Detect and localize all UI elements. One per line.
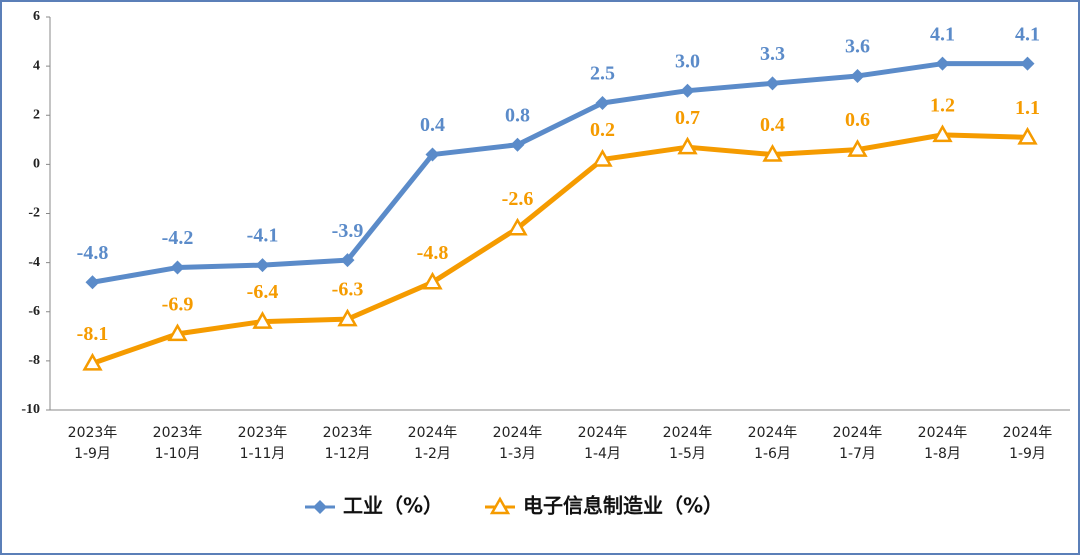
data-point	[255, 258, 270, 273]
x-tick-label: 2024年	[408, 425, 458, 441]
x-tick-label: 1-2月	[414, 446, 451, 462]
data-point	[850, 68, 865, 83]
data-label: 1.1	[1015, 97, 1040, 119]
x-tick-label: 1-7月	[839, 446, 876, 462]
y-tick-label: -6	[28, 304, 40, 319]
y-tick-label: -2	[28, 206, 40, 221]
data-point	[680, 83, 695, 98]
x-tick-label: 2024年	[578, 425, 628, 441]
x-tick-label: 2024年	[833, 425, 883, 441]
data-label: -4.8	[417, 242, 449, 264]
x-tick-label: 2023年	[323, 425, 373, 441]
data-label: 3.3	[760, 43, 785, 65]
data-label: 0.4	[420, 114, 445, 136]
data-point	[1017, 126, 1038, 145]
data-label: 0.6	[845, 109, 870, 131]
x-tick-label: 1-12月	[325, 446, 371, 462]
data-label: 0.2	[590, 119, 615, 141]
data-point	[85, 275, 100, 290]
data-point	[167, 323, 188, 342]
data-label: -6.3	[332, 279, 364, 301]
x-tick-label: 2023年	[153, 425, 203, 441]
data-point	[935, 56, 950, 71]
data-label: -4.1	[247, 225, 279, 247]
x-tick-label: 1-3月	[499, 446, 536, 462]
data-label: -4.2	[162, 227, 194, 249]
y-tick-label: 4	[33, 58, 40, 73]
data-label: -6.9	[162, 293, 194, 315]
x-tick-label: 1-4月	[584, 446, 621, 462]
x-tick-label: 2024年	[918, 425, 968, 441]
data-point	[422, 271, 443, 290]
x-tick-label: 2024年	[748, 425, 798, 441]
x-tick-label: 2024年	[1003, 425, 1053, 441]
data-point	[1020, 56, 1035, 71]
data-point	[170, 260, 185, 275]
y-tick-label: -8	[28, 353, 40, 368]
legend-marker	[489, 496, 511, 515]
x-tick-label: 2024年	[663, 425, 713, 441]
y-tick-label: -4	[28, 255, 40, 270]
legend-label: 电子信息制造业（%）	[523, 494, 723, 518]
data-point	[677, 136, 698, 155]
data-label: -2.6	[502, 188, 534, 210]
y-tick-label: -10	[21, 402, 40, 417]
data-label: -6.4	[247, 281, 279, 303]
data-point	[507, 217, 528, 236]
data-point	[847, 139, 868, 157]
y-tick-label: 2	[33, 107, 40, 122]
data-label: 1.2	[930, 94, 955, 116]
x-tick-label: 1-8月	[924, 446, 961, 462]
data-point	[762, 144, 783, 162]
legend-marker	[313, 500, 327, 514]
data-point	[595, 95, 610, 110]
data-point	[425, 147, 440, 162]
series-line	[92, 61, 1028, 285]
data-label: 0.8	[505, 104, 530, 126]
y-tick-label: 6	[33, 9, 40, 24]
data-point	[592, 148, 613, 167]
data-point	[340, 253, 355, 268]
data-point	[765, 76, 780, 91]
x-tick-label: 1-9月	[74, 446, 111, 462]
data-point	[252, 311, 273, 329]
x-tick-label: 1-9月	[1009, 446, 1046, 462]
data-label: 3.0	[675, 50, 700, 72]
data-label: 4.1	[930, 23, 955, 45]
x-tick-label: 2024年	[493, 425, 543, 441]
data-label: -8.1	[77, 323, 109, 345]
data-point	[932, 124, 953, 143]
data-label: -3.9	[332, 220, 364, 242]
data-point	[82, 352, 103, 371]
data-point	[510, 137, 525, 152]
data-label: -4.8	[77, 242, 109, 264]
x-tick-label: 1-11月	[240, 446, 286, 462]
series-line	[91, 132, 1028, 366]
x-tick-label: 2023年	[68, 425, 118, 441]
data-label: 0.7	[675, 107, 700, 129]
x-tick-label: 1-10月	[155, 446, 201, 462]
data-label: 0.4	[760, 114, 785, 136]
x-tick-label: 1-6月	[754, 446, 791, 462]
legend-label: 工业（%）	[343, 494, 443, 518]
x-tick-label: 2023年	[238, 425, 288, 441]
data-label: 2.5	[590, 63, 615, 85]
data-point	[337, 308, 358, 327]
x-tick-label: 1-5月	[669, 446, 706, 462]
data-label: 4.1	[1015, 23, 1040, 45]
data-label: 3.6	[845, 36, 870, 58]
y-tick-label: 0	[33, 157, 40, 172]
